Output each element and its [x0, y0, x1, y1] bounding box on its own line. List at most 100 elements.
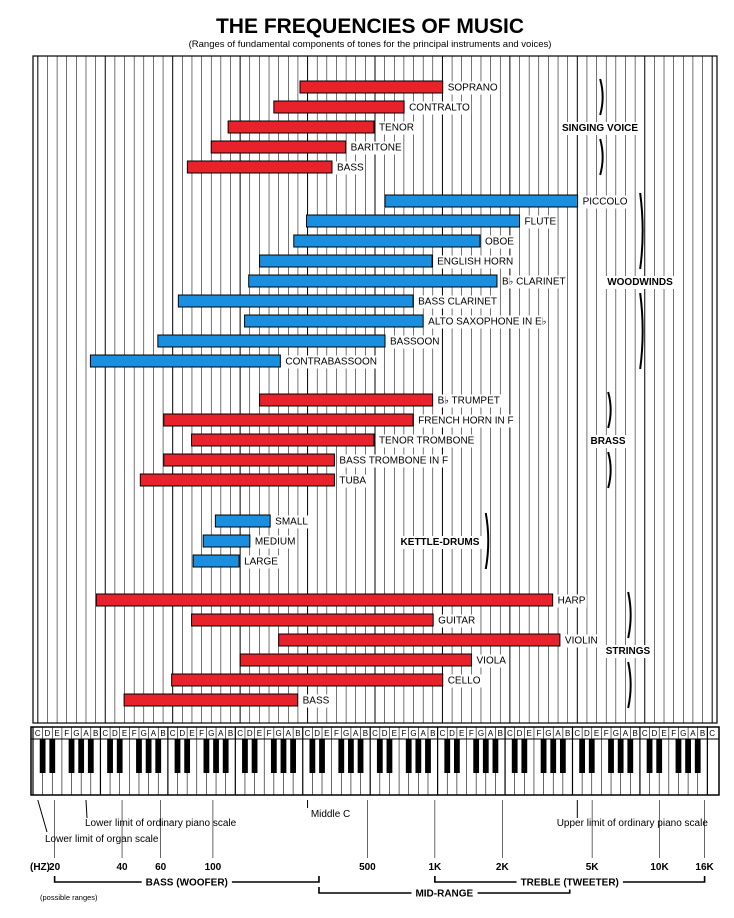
bar-label: CELLO	[448, 676, 481, 687]
key-letter: G	[73, 729, 79, 738]
key-letter: D	[449, 729, 455, 738]
bar-label: TENOR TROMBONE	[379, 436, 475, 447]
key-letter: E	[459, 729, 464, 738]
label-bg	[389, 335, 441, 349]
key-letter: C	[305, 729, 311, 738]
bar-label: GUITAR	[438, 616, 475, 627]
key-letter: D	[112, 729, 118, 738]
bar-flute	[306, 214, 521, 228]
key-letter: B	[632, 729, 637, 738]
bar-label: ENGLISH HORN	[437, 257, 513, 268]
label-bg	[446, 674, 482, 688]
bar-alto-saxophone-in-e-	[244, 314, 424, 328]
label-bg	[408, 101, 472, 115]
range-label-bg	[411, 887, 478, 901]
key-letter: E	[54, 729, 59, 738]
bar-baritone	[210, 140, 347, 154]
label-bg	[335, 161, 366, 175]
key-letter: F	[267, 729, 272, 738]
bar-label: FRENCH HORN IN F	[418, 416, 514, 427]
label-bg	[437, 614, 477, 628]
key-letter: E	[392, 729, 397, 738]
label-bg	[500, 275, 567, 289]
group-label: KETTLE-DRUMS	[401, 537, 480, 548]
annotation-text: Upper limit of ordinary piano scale	[557, 818, 709, 829]
label-bg	[284, 355, 379, 369]
label-bg	[417, 414, 515, 428]
bar-bassoon	[157, 334, 386, 348]
bar-large	[192, 554, 240, 568]
tick-label: 16K	[695, 862, 714, 873]
range-label: TREBLE (TWEETER)	[521, 878, 619, 889]
key-letter: B	[363, 729, 368, 738]
gridlines	[32, 55, 718, 724]
group-label-bg	[559, 122, 641, 135]
group-label-bg	[398, 536, 482, 549]
key-letter: A	[83, 729, 89, 738]
bar-label: MEDIUM	[255, 537, 296, 548]
key-letter: G	[276, 729, 282, 738]
key-letter: E	[257, 729, 262, 738]
key-letter: G	[545, 729, 551, 738]
footnote: (possible ranges)	[40, 893, 98, 902]
key-letter: B	[295, 729, 300, 738]
key-letter: E	[122, 729, 127, 738]
label-bg	[349, 141, 403, 155]
range-label: MID-RANGE	[415, 889, 473, 900]
label-bg	[274, 515, 310, 529]
group-bracket	[627, 591, 632, 709]
key-letter: C	[372, 729, 378, 738]
key-letter: C	[642, 729, 648, 738]
key-letter: B	[700, 729, 705, 738]
bar-label: SMALL	[275, 517, 308, 528]
label-bg	[556, 594, 587, 608]
label-bg	[427, 315, 548, 329]
label-bg	[436, 394, 501, 408]
key-letter: G	[680, 729, 686, 738]
key-letter: G	[141, 729, 147, 738]
key-letter: B	[565, 729, 570, 738]
bar-label: CONTRALTO	[409, 103, 470, 114]
tick-label: 20	[49, 862, 61, 873]
label-bg	[563, 634, 599, 648]
label-bg	[301, 694, 331, 708]
bar-soprano	[299, 80, 444, 94]
annotation-leader	[85, 799, 88, 819]
key-letter: A	[420, 729, 426, 738]
key-letter: C	[507, 729, 513, 738]
key-letter: G	[478, 729, 484, 738]
label-bg	[253, 535, 297, 549]
bar-label: HARP	[558, 596, 586, 607]
bar-label: BASSOON	[390, 337, 439, 348]
bar-contrabassoon	[89, 354, 281, 368]
frequency-axis: 20 40 60 100 500 1K 2K 5K 10K 16K (HZ) BASS (WOOFER…	[30, 800, 715, 902]
bar-bass	[186, 160, 333, 174]
bar-label: CONTRABASSOON	[285, 357, 377, 368]
group-label: BRASS	[590, 436, 625, 447]
range-label-bg	[516, 876, 623, 890]
label-bg	[338, 474, 368, 488]
bar-label: B♭ CLARINET	[502, 277, 566, 288]
bar-viola	[239, 653, 473, 667]
key-letter: C	[709, 729, 715, 738]
annotations: Lower limit of ordinary piano scaleLower…	[37, 799, 709, 845]
tick-label: 100	[205, 862, 222, 873]
key-letter: F	[334, 729, 339, 738]
bar-piccolo	[384, 194, 579, 208]
bar-label: PICCOLO	[583, 197, 628, 208]
bar-label: TENOR	[379, 123, 414, 134]
label-bg	[446, 81, 499, 95]
label-bg	[417, 295, 499, 309]
key-letter: F	[199, 729, 204, 738]
group-bracket	[484, 512, 490, 570]
tick-label: 60	[155, 862, 167, 873]
annotation-leader	[37, 799, 48, 833]
key-letter: F	[469, 729, 474, 738]
key-letter: A	[353, 729, 359, 738]
bar-label: BARITONE	[351, 143, 402, 154]
annotation-text: Middle C	[311, 809, 350, 820]
label-bg	[581, 195, 629, 209]
key-letter: G	[343, 729, 349, 738]
axis-unit: (HZ)	[30, 862, 50, 873]
